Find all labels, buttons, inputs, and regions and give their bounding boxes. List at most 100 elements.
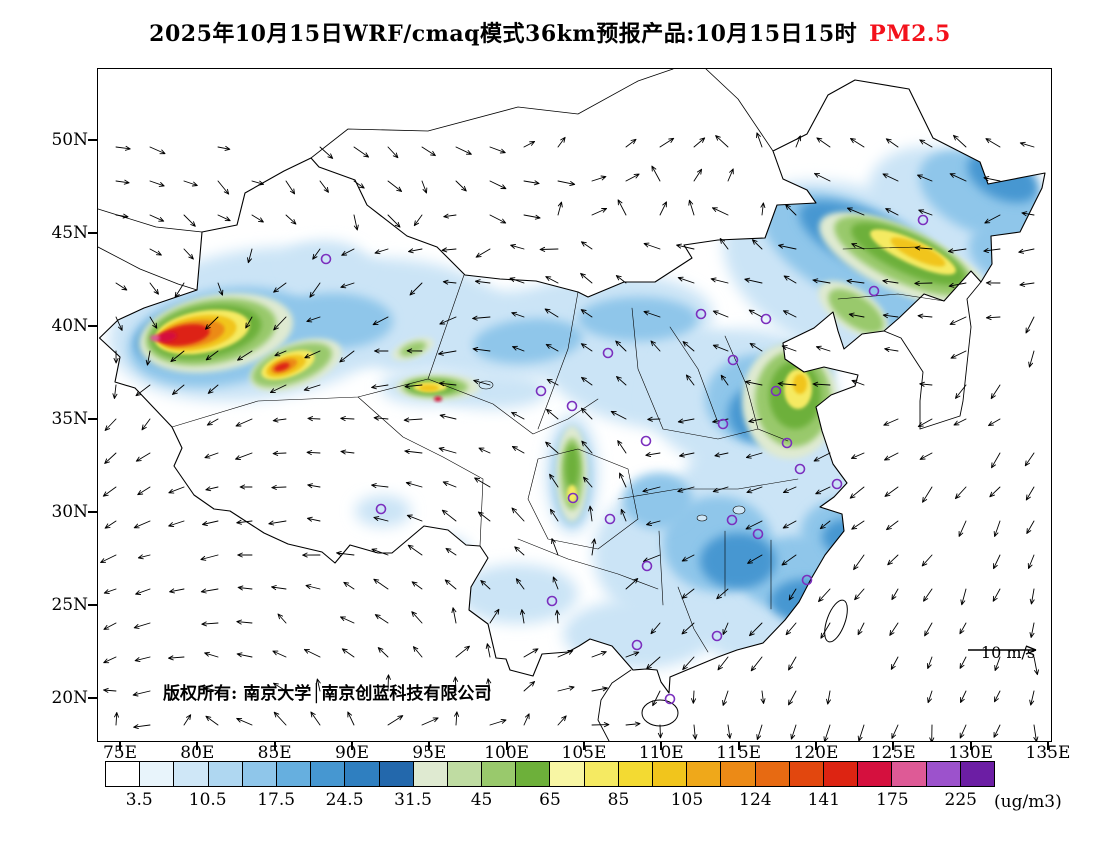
lon-tick-label: 75E [102, 743, 138, 763]
lat-tick-label: 25N [51, 595, 88, 615]
lat-tick-label: 30N [51, 502, 88, 522]
colorbar-label: 45 [470, 790, 493, 810]
lat-tick-mark [88, 604, 97, 606]
china-map-svg [98, 69, 1046, 741]
lon-tick-label: 100E [484, 743, 530, 763]
lat-tick-mark [88, 697, 97, 699]
wind-scale-arrow-icon [968, 645, 1037, 655]
korea-coast [883, 281, 982, 430]
mongolia-russia-border [310, 69, 774, 159]
colorbar-cell [584, 762, 619, 786]
station-marker [567, 492, 579, 504]
wind-scale-label: 10 m/s [980, 643, 1036, 662]
colorbar-cell [174, 762, 209, 786]
lon-tick-label: 85E [257, 743, 292, 763]
station-markers [320, 214, 929, 705]
lon-tick-mark [892, 741, 895, 750]
colorbar [105, 761, 995, 787]
lon-tick-mark [1046, 741, 1049, 750]
station-marker [752, 528, 764, 540]
colorbar-cell [482, 762, 517, 786]
lon-tick-label: 110E [638, 743, 684, 763]
colorbar-cell [413, 762, 448, 786]
lon-tick-label: 95E [412, 743, 447, 763]
colorbar-cell [755, 762, 790, 786]
lon-tick-mark [505, 741, 508, 750]
station-marker [770, 385, 782, 397]
wind-scale-legend: 10 m/s [966, 643, 1050, 662]
station-marker [868, 285, 880, 297]
colorbar-cell [140, 762, 175, 786]
colorbar-label: 175 [876, 790, 909, 810]
colorbar-label: 141 [807, 790, 841, 810]
colorbar-label: 225 [944, 790, 977, 810]
lon-tick-label: 135E [1025, 743, 1071, 763]
station-marker [801, 574, 813, 586]
station-marker [831, 478, 843, 490]
lon-tick-mark [660, 741, 663, 750]
colorbar-label: 17.5 [257, 790, 296, 810]
lat-tick-label: 35N [51, 409, 88, 429]
colorbar-cell [550, 762, 585, 786]
vietnam-coast [597, 669, 632, 741]
colorbar-cell [345, 762, 380, 786]
station-marker [727, 354, 739, 366]
wind-vectors [100, 132, 1039, 741]
colorbar-label: 65 [539, 790, 561, 810]
colorbar-label: 10.5 [188, 790, 227, 810]
station-marker [566, 400, 578, 412]
lon-tick-label: 120E [793, 743, 839, 763]
station-marker [375, 503, 387, 515]
colorbar-label: 85 [607, 790, 630, 810]
colorbar-label: 105 [670, 790, 704, 810]
station-marker [664, 693, 676, 705]
province-boundaries [171, 246, 945, 653]
colorbar-label: 3.5 [125, 790, 153, 810]
pm25-contour-fill [109, 146, 1045, 669]
colorbar-cell [379, 762, 414, 786]
lon-tick-mark [814, 741, 817, 750]
lon-tick-label: 80E [180, 743, 215, 763]
colorbar-label: 24.5 [325, 790, 364, 810]
colorbar-cell [960, 762, 994, 786]
station-marker [641, 560, 653, 572]
lon-tick-label: 90E [334, 743, 369, 763]
lat-tick-label: 45N [51, 223, 88, 243]
station-marker [546, 595, 558, 607]
colorbar-cell [789, 762, 824, 786]
colorbar-cell [447, 762, 483, 786]
colorbar-cell [242, 762, 277, 786]
map-canvas: 版权所有: 南京大学│南京创蓝科技有限公司 10 m/s [97, 68, 1052, 742]
lon-tick-mark [350, 741, 353, 750]
station-marker [760, 313, 772, 325]
lon-tick-label: 130E [948, 743, 994, 763]
title-species: PM2.5 [869, 21, 951, 47]
station-marker [711, 630, 723, 642]
colorbar-cell [721, 762, 756, 786]
station-marker [631, 639, 643, 651]
station-marker [535, 385, 547, 397]
station-marker [320, 253, 332, 265]
colorbar-cell [823, 762, 859, 786]
hainan-island [641, 699, 679, 727]
station-marker [794, 463, 806, 475]
colorbar-cell [653, 762, 688, 786]
lat-tick-mark [88, 325, 97, 327]
lat-tick-label: 20N [51, 688, 88, 708]
colorbar-cell [276, 762, 312, 786]
lat-tick-label: 40N [51, 316, 88, 336]
lon-tick-mark [737, 741, 740, 750]
title-main: 2025年10月15日WRF/cmaq模式36km预报产品:10月15日15时 [149, 21, 858, 47]
colorbar-cell [687, 762, 722, 786]
taiwan-island [824, 599, 848, 643]
station-marker [781, 437, 793, 449]
lon-tick-mark [582, 741, 585, 750]
colorbar-cell [858, 762, 893, 786]
lat-tick-mark [88, 232, 97, 234]
colorbar-cell [106, 762, 141, 786]
colorbar-label: 31.5 [394, 790, 432, 810]
colorbar-unit: (ug/m3) [994, 792, 1062, 812]
lon-tick-label: 105E [561, 743, 607, 763]
lon-tick-mark [273, 741, 276, 750]
